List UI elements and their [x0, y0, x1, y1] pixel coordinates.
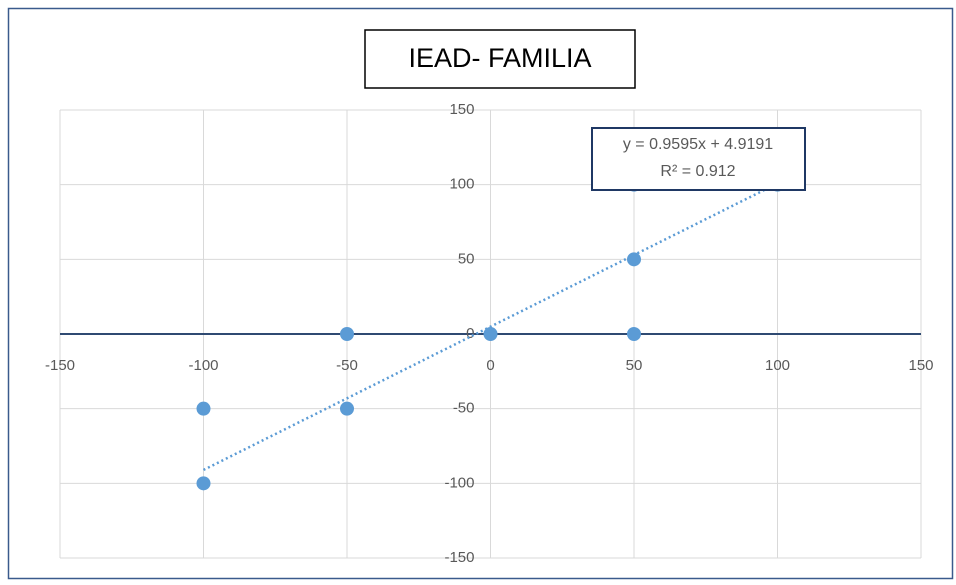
y-tick-label: 150 — [449, 101, 474, 118]
x-tick-label: -150 — [45, 357, 75, 374]
data-point — [483, 327, 498, 341]
trendline-equation: y = 0.9595x + 4.9191 — [623, 136, 773, 153]
y-tick-label: -50 — [453, 400, 475, 417]
trendline-label-box — [591, 127, 806, 191]
chart-title: IEAD- FAMILIA — [408, 43, 591, 73]
data-point — [340, 401, 354, 416]
data-point — [196, 476, 211, 491]
title-box — [364, 29, 636, 89]
data-point — [340, 327, 354, 341]
x-tick-label: -50 — [336, 357, 358, 374]
chart-frame — [7, 7, 954, 580]
y-tick-label: 100 — [449, 176, 474, 193]
y-tick-label: 50 — [458, 250, 475, 267]
trendline-r-squared: R² = 0.912 — [660, 163, 735, 180]
x-tick-label: 50 — [626, 357, 643, 374]
x-tick-label: -100 — [188, 357, 218, 374]
y-tick-label: -100 — [444, 474, 474, 491]
x-tick-label: 100 — [765, 357, 790, 374]
y-tick-label: 0 — [466, 325, 474, 342]
x-tick-label: 0 — [486, 357, 494, 374]
y-tick-label: -150 — [444, 549, 474, 566]
data-point — [627, 252, 641, 267]
data-point — [196, 401, 211, 416]
trendline — [202, 182, 779, 472]
data-point — [627, 327, 641, 341]
x-tick-label: 150 — [908, 357, 933, 374]
